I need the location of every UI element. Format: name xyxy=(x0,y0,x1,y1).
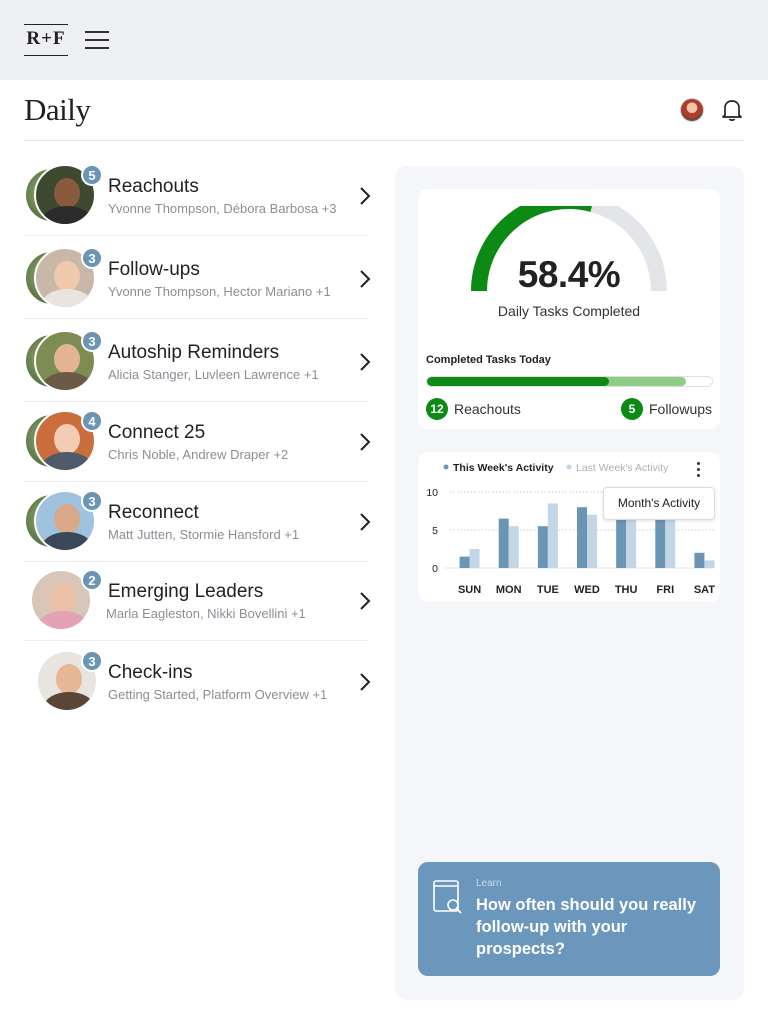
task-people: Getting Started, Platform Overview +1 xyxy=(108,687,328,702)
avatar-stack: 3 xyxy=(24,247,103,311)
bar-mon-this-week xyxy=(498,518,509,568)
reachouts-progress xyxy=(427,377,610,386)
avatar-stack: 3 xyxy=(24,330,103,394)
learn-article-card[interactable] xyxy=(418,862,720,976)
bell-icon[interactable] xyxy=(721,98,743,122)
avatar-stack: 4 xyxy=(24,410,103,474)
task-name: Reachouts xyxy=(108,176,199,197)
bar-fri-last-week xyxy=(665,518,676,568)
task-name: Reconnect xyxy=(108,502,199,523)
bar-mon-last-week xyxy=(508,526,519,568)
page-title: Daily xyxy=(24,92,91,127)
task-name: Emerging Leaders xyxy=(108,581,264,602)
avatar-stack: 3 xyxy=(24,650,103,714)
count-badge: 3 xyxy=(81,330,103,352)
count-badge: 3 xyxy=(81,490,103,512)
x-tick-label: MON xyxy=(496,584,522,596)
chevron-right-icon xyxy=(360,270,371,288)
rf-logo[interactable]: R+F xyxy=(24,24,68,56)
months-activity-option[interactable]: Month's Activity xyxy=(603,487,715,520)
chevron-right-icon xyxy=(360,187,371,205)
task-row-connect-25[interactable]: 4 Connect 25 Chris Noble, Andrew Draper … xyxy=(24,402,371,482)
avatar-stack: 3 xyxy=(24,490,103,554)
bar-sat-last-week xyxy=(704,560,715,568)
chevron-right-icon xyxy=(360,673,371,691)
bar-tue-last-week xyxy=(547,503,558,568)
bar-thu-last-week xyxy=(626,518,637,568)
x-tick-label: FRI xyxy=(656,584,674,596)
task-people: Yvonne Thompson, Débora Barbosa +3 xyxy=(108,201,337,216)
x-tick-label: SUN xyxy=(458,584,481,596)
book-search-icon xyxy=(433,880,462,914)
chevron-right-icon xyxy=(360,592,371,610)
learn-tag: Learn xyxy=(476,878,502,889)
legend-label: This Week's Activity xyxy=(453,462,554,474)
task-row-reachouts[interactable]: 5 Reachouts Yvonne Thompson, Débora Barb… xyxy=(24,156,371,236)
count-badge: 3 xyxy=(81,650,103,672)
legend-marker xyxy=(443,464,449,470)
task-people: Chris Noble, Andrew Draper +2 xyxy=(108,447,289,462)
chevron-right-icon xyxy=(360,513,371,531)
completion-caption: Daily Tasks Completed xyxy=(497,303,641,319)
y-tick-label: 5 xyxy=(432,525,438,537)
x-tick-label: THU xyxy=(615,584,638,596)
count-badge: 2 xyxy=(81,569,103,591)
gauge-fill xyxy=(471,206,592,292)
completed-tasks-label: Completed Tasks Today xyxy=(426,354,551,366)
bar-fri-this-week xyxy=(655,518,666,568)
task-people: Marla Eagleston, Nikki Bovellini +1 xyxy=(106,606,306,621)
task-row-check-ins[interactable]: 3 Check-ins Getting Started, Platform Ov… xyxy=(24,642,371,722)
followups-label: Followups xyxy=(649,401,713,417)
user-avatar[interactable] xyxy=(680,98,704,122)
more-options-icon[interactable] xyxy=(692,460,706,478)
task-people: Alicia Stanger, Luvleen Lawrence +1 xyxy=(108,367,319,382)
task-name: Connect 25 xyxy=(108,422,206,443)
x-tick-label: SAT xyxy=(694,584,715,596)
bar-sat-this-week xyxy=(694,552,705,568)
top-bar: R+F xyxy=(0,0,768,80)
task-name: Check-ins xyxy=(108,662,193,683)
reachouts-label: Reachouts xyxy=(454,401,521,417)
legend-marker xyxy=(566,464,572,470)
chevron-right-icon xyxy=(360,353,371,371)
bar-thu-this-week xyxy=(616,514,627,568)
progress-card xyxy=(418,189,720,429)
title-divider xyxy=(24,140,744,141)
chevron-right-icon xyxy=(360,433,371,451)
task-name: Follow-ups xyxy=(108,259,200,280)
legend-label: Last Week's Activity xyxy=(576,462,669,474)
reachouts-count-badge: 12 xyxy=(426,398,448,420)
bar-wed-this-week xyxy=(577,507,587,568)
followups-count-badge: 5 xyxy=(621,398,643,420)
task-row-autoship-reminders[interactable]: 3 Autoship Reminders Alicia Stanger, Luv… xyxy=(24,322,371,402)
x-tick-label: WED xyxy=(574,584,600,596)
count-badge: 3 xyxy=(81,247,103,269)
task-people: Yvonne Thompson, Hector Mariano +1 xyxy=(108,284,331,299)
avatar-stack: 2 xyxy=(24,569,103,633)
learn-title: How often should you really follow-up wi… xyxy=(476,896,697,958)
count-badge: 4 xyxy=(81,410,103,432)
avatar-stack: 5 xyxy=(24,164,103,228)
completion-gauge xyxy=(471,206,667,292)
task-row-emerging-leaders[interactable]: 2 Emerging Leaders Marla Eagleston, Nikk… xyxy=(24,561,371,641)
task-name: Autoship Reminders xyxy=(108,342,280,363)
x-tick-label: TUE xyxy=(537,584,559,596)
menu-icon[interactable] xyxy=(85,31,109,49)
task-row-reconnect[interactable]: 3 Reconnect Matt Jutten, Stormie Hansfor… xyxy=(24,482,371,562)
y-tick-label: 10 xyxy=(426,487,438,499)
completed-tasks-bar xyxy=(426,376,713,387)
y-tick-label: 0 xyxy=(432,563,438,575)
weekly-activity-chart: This Week's Activity Last Week's Activity… xyxy=(426,462,715,596)
bar-sun-this-week xyxy=(459,556,470,568)
bar-tue-this-week xyxy=(537,526,548,568)
task-row-follow-ups[interactable]: 3 Follow-ups Yvonne Thompson, Hector Mar… xyxy=(24,239,371,319)
bar-wed-last-week xyxy=(587,514,597,568)
task-people: Matt Jutten, Stormie Hansford +1 xyxy=(108,527,300,542)
completion-percent: 58.4% xyxy=(517,254,621,295)
bar-sun-last-week xyxy=(469,549,480,568)
count-badge: 5 xyxy=(81,164,103,186)
